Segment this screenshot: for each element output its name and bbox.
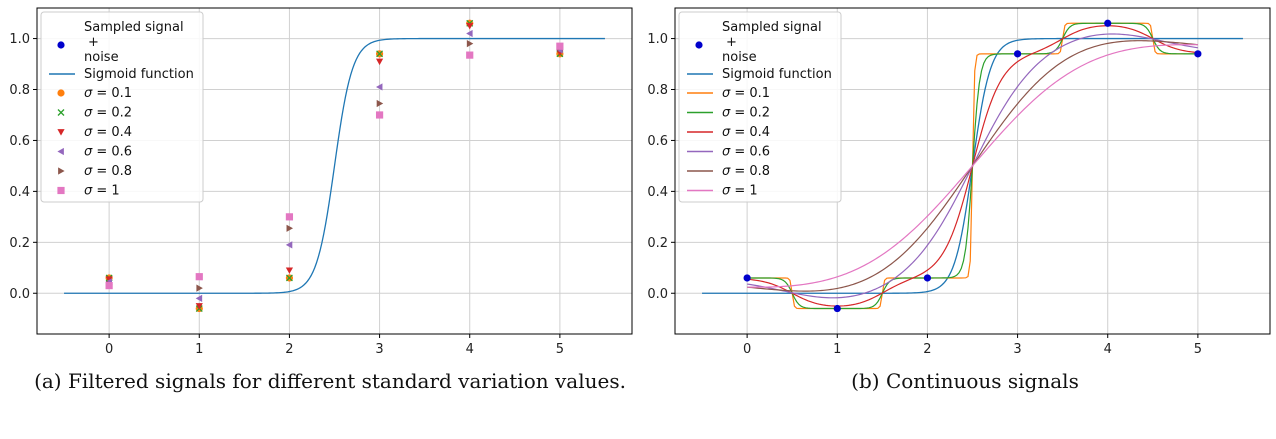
chart-a-legend-sample-label: noise [84,50,119,65]
chart-b-ytick-label: 1.0 [647,32,668,47]
chart-a-series-1-point [285,274,293,282]
chart-b-xtick-label: 3 [1013,342,1021,357]
chart-b-sample-point [1013,50,1022,58]
chart-b-series-5-line [747,44,1198,288]
chart-a-series-5-point [466,51,474,59]
chart-a-series-3-point [195,294,203,302]
chart-b-ytick-label: 0.8 [647,83,668,98]
chart-a-legend-series-1-label: σ = 0.2 [84,106,132,121]
chart-a-series-2-point [285,267,294,274]
chart-b-legend: Sampled signal+noise Sigmoid function σ = … [678,11,842,203]
chart-b-sample-point [833,304,841,313]
chart-a-series-2-point [195,303,203,310]
chart-a-legend-series-4-label: σ = 0.8 [84,164,132,179]
chart-b-legend-box [678,11,842,203]
chart-a-xtick-label: 1 [195,342,203,357]
chart-a-ytick-label: 0.0 [9,287,30,302]
chart-b-sample-point [1104,19,1112,27]
chart-a-ytick-label: 1.0 [9,32,30,47]
caption-continuous-signals: (b) Continuous signals [851,369,1079,393]
chart-b-legend-series-2-label: σ = 0.4 [722,125,770,140]
chart-a-axes-frame [36,7,633,335]
caption-filtered-signals: (a) Filtered signals for different stand… [34,369,626,393]
chart-a-series-2-point [466,22,474,30]
chart-a-series-5 [105,42,564,290]
chart-b-sample-point [743,274,751,282]
chart-a-series-5-point [285,213,294,221]
chart-b-sample-point [1194,50,1202,58]
chart-b-legend-series-1-label: σ = 0.2 [722,106,770,121]
chart-a-legend-series-0-marker [57,89,65,97]
chart-b-legend-sigmoid-label: Sigmoid function [722,67,832,82]
chart-a-ytick-label: 0.6 [9,134,30,149]
chart-a-series-3-point [375,83,383,91]
chart-a-series-3-point [466,29,473,38]
chart-a-legend-series-4-marker [58,167,65,175]
chart-a-xtick-label: 4 [466,342,474,357]
chart-b-legend-sample-label: + [726,35,737,50]
chart-b-legend-series-5-label: σ = 1 [722,184,758,199]
chart-a-series-5-point [556,42,564,50]
chart-a-series-2-point [375,58,384,66]
chart-b-xtick-label: 0 [743,342,751,357]
chart-a-legend-sigmoid-label: Sigmoid function [84,67,194,82]
chart-a-series-3-point [285,241,293,249]
chart-filtered-signals: 0 1 2 3 4 5 0.0 0.2 0.4 0.6 0.8 1.0 Sampled signal+n… [9,7,633,357]
chart-a-legend-series-5-marker [57,186,65,195]
chart-b-ytick-label: 0.6 [647,134,668,149]
chart-a-legend-series-3-marker [57,147,64,156]
chart-b-legend-sample-label: noise [722,50,757,65]
chart-a-legend: Sampled signal+noise Sigmoid function σ = … [40,11,204,203]
chart-b-legend-series-3-label: σ = 0.6 [722,145,770,160]
chart-a-legend-sample-marker [57,41,65,49]
chart-b-legend-series-4-label: σ = 0.8 [722,164,770,179]
chart-b-ytick-label: 0.0 [647,287,668,302]
chart-a-legend-series-0-label: σ = 0.1 [84,86,132,101]
chart-b-xtick-label: 5 [1194,342,1202,357]
chart-b-legend-sample-marker [695,41,703,49]
chart-a-xtick-label: 3 [375,342,383,357]
chart-b-axes-frame [674,7,1271,335]
chart-b-legend-series-0-label: σ = 0.1 [722,86,770,101]
chart-a-sigmoid-line [64,37,605,294]
chart-b-ytick-label: 0.2 [647,236,668,251]
chart-b-sample-point [923,274,932,282]
chart-a-series-4-point [466,40,474,48]
chart-a-series-4-point [196,284,203,292]
chart-a-series-5-point [105,282,113,290]
chart-a-ytick-label: 0.8 [9,83,30,98]
chart-a-series-1-point [376,50,384,58]
chart-b-ytick-label: 0.4 [647,185,668,200]
chart-a-series-4-point [286,224,294,232]
chart-a-series-5-point [195,273,203,281]
chart-a-legend-sample-label: Sampled signal [84,20,184,35]
chart-a-ytick-label: 0.4 [9,185,30,200]
chart-a-series-4-point [376,99,384,108]
chart-a-legend-series-1-marker [57,109,65,116]
chart-a-series-5-point [375,111,384,119]
chart-a-series-2-point [105,276,113,283]
chart-continuous-signals: 0 1 2 3 4 5 0.0 0.2 0.4 0.6 0.8 1.0 Sampled signal+n… [647,7,1271,357]
chart-a-legend-sample-label: + [88,35,99,50]
chart-a-legend-series-2-label: σ = 0.4 [84,125,132,140]
chart-a-xtick-label: 2 [285,342,293,357]
chart-a-legend-box [40,11,204,203]
chart-b-xtick-label: 2 [923,342,931,357]
chart-a-xtick-label: 5 [556,342,564,357]
chart-b-legend-sample-label: Sampled signal [722,20,822,35]
chart-b-xtick-label: 4 [1104,342,1112,357]
chart-a-legend-series-2-marker [57,129,65,136]
chart-b-xtick-label: 1 [833,342,841,357]
chart-a-xtick-label: 0 [105,342,113,357]
chart-a-ytick-label: 0.2 [9,236,30,251]
chart-a-legend-series-3-label: σ = 0.6 [84,145,132,160]
chart-a-legend-series-5-label: σ = 1 [84,184,120,199]
